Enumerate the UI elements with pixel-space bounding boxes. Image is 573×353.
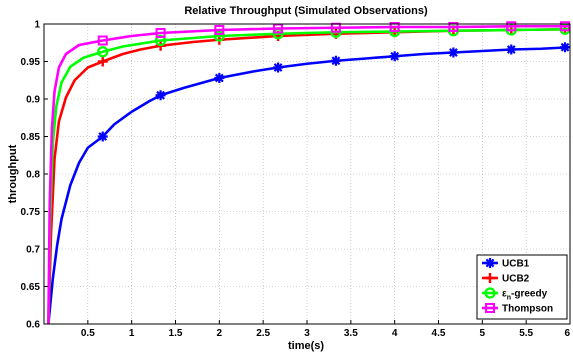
series-line bbox=[47, 27, 571, 325]
legend-marker bbox=[485, 258, 495, 268]
data-point bbox=[97, 35, 108, 46]
y-tick-label: 0.85 bbox=[21, 132, 41, 143]
y-tick-label: 0.95 bbox=[21, 57, 41, 68]
data-point bbox=[389, 51, 400, 62]
data-point bbox=[214, 73, 225, 83]
x-tick-label: 5.5 bbox=[519, 328, 533, 339]
y-tick-label: 0.9 bbox=[26, 95, 40, 106]
data-point bbox=[560, 42, 570, 53]
y-tick-label: 0.8 bbox=[26, 170, 40, 181]
x-tick-label: 2 bbox=[217, 328, 223, 339]
data-point bbox=[155, 90, 166, 101]
data-point bbox=[97, 46, 109, 58]
legend: UCB1 UCB2 εn-greedy Thompson bbox=[476, 254, 568, 320]
y-tick-label: 0.7 bbox=[26, 245, 40, 256]
legend-marker bbox=[485, 273, 495, 283]
data-point bbox=[506, 21, 517, 32]
data-point bbox=[506, 44, 517, 55]
series-square bbox=[47, 21, 570, 325]
data-point bbox=[97, 56, 108, 67]
y-tick-label: 0.75 bbox=[21, 207, 41, 218]
x-tick-label: 2.5 bbox=[256, 328, 270, 339]
x-tick-label: 5 bbox=[480, 328, 486, 339]
y-axis-ticks: 0.6 0.65 0.7 0.75 0.8 0.85 0.9 0.95 1 bbox=[21, 20, 48, 331]
x-axis-label: time(s) bbox=[288, 340, 324, 352]
x-tick-label: 6 bbox=[564, 328, 570, 339]
x-tick-label: 4 bbox=[392, 328, 398, 339]
series-line bbox=[47, 24, 570, 325]
x-tick-label: 1.5 bbox=[169, 328, 183, 339]
x-axis-ticks: 0.5 1 1.5 2 2.5 3 3.5 4 4.5 5 5.5 6 bbox=[81, 320, 571, 339]
data-point bbox=[560, 21, 570, 32]
y-tick-label: 1 bbox=[34, 20, 40, 31]
legend-entry: Thompson bbox=[502, 304, 553, 315]
x-tick-label: 1 bbox=[129, 328, 135, 339]
series-layer bbox=[47, 21, 571, 325]
data-point bbox=[213, 30, 225, 42]
y-tick-label: 0.65 bbox=[21, 282, 41, 293]
legend-entry: UCB2 bbox=[502, 274, 530, 285]
y-axis-label: throughput bbox=[7, 144, 19, 203]
x-tick-label: 0.5 bbox=[81, 328, 95, 339]
data-point bbox=[97, 131, 108, 142]
legend-marker bbox=[484, 287, 496, 299]
legend-entry: UCB1 bbox=[502, 259, 530, 270]
data-point bbox=[448, 22, 459, 32]
y-tick-label: 0.6 bbox=[26, 320, 40, 331]
legend-marker bbox=[485, 303, 495, 313]
chart-title: Relative Throughput (Simulated Observati… bbox=[184, 5, 428, 17]
data-point bbox=[155, 28, 166, 38]
x-tick-label: 3 bbox=[304, 328, 310, 339]
data-point bbox=[330, 55, 341, 66]
series-asterisk bbox=[47, 42, 571, 325]
data-point bbox=[448, 47, 459, 58]
legend-entry: εn-greedy bbox=[502, 289, 548, 302]
x-tick-label: 3.5 bbox=[344, 328, 358, 339]
data-point bbox=[214, 25, 225, 35]
x-tick-label: 4.5 bbox=[432, 328, 446, 339]
data-point bbox=[273, 62, 284, 73]
data-point bbox=[389, 22, 400, 32]
